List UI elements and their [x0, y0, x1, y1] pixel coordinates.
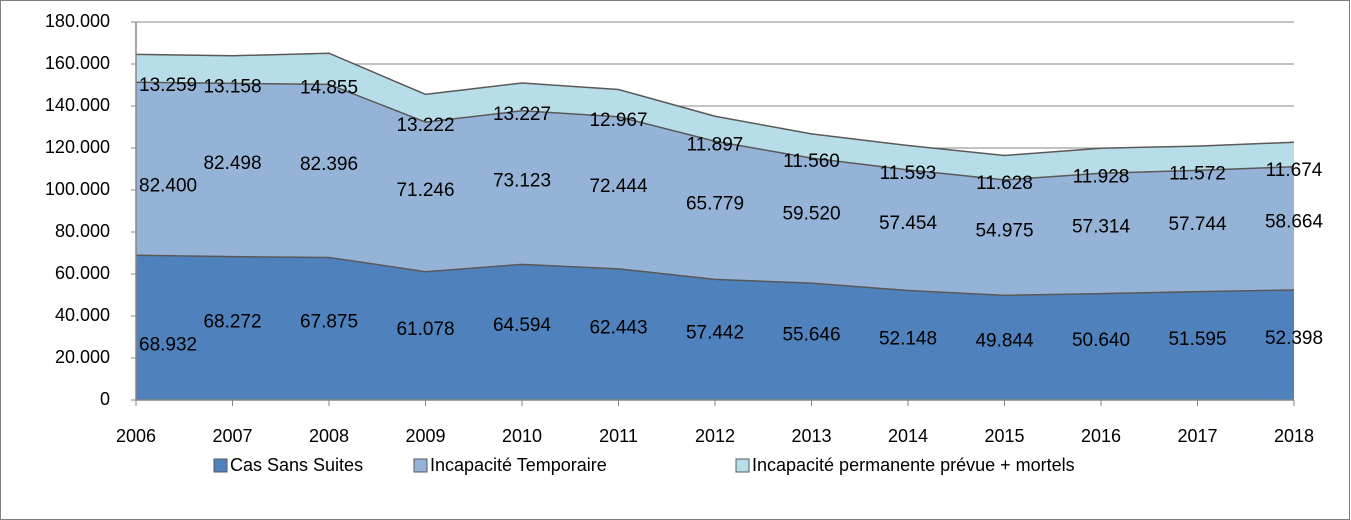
data-label: 49.844 — [975, 331, 1034, 352]
data-label: 57.314 — [1072, 216, 1131, 237]
y-tick-label: 80.000 — [55, 221, 110, 241]
data-label: 54.975 — [975, 221, 1033, 242]
y-tick-label: 120.000 — [45, 137, 110, 157]
data-label: 50.640 — [1072, 330, 1130, 351]
legend-label: Incapacité Temporaire — [430, 455, 607, 475]
x-tick-label: 2011 — [599, 426, 638, 446]
y-tick-label: 100.000 — [45, 179, 110, 199]
data-label: 67.875 — [300, 312, 358, 333]
data-label: 11.897 — [687, 134, 744, 155]
data-label: 11.928 — [1073, 166, 1130, 187]
data-label: 13.158 — [203, 76, 261, 97]
x-tick-label: 2018 — [1274, 426, 1314, 446]
y-tick-label: 180.000 — [45, 11, 110, 31]
data-label: 55.646 — [782, 325, 840, 346]
data-label: 52.398 — [1265, 328, 1323, 349]
x-tick-label: 2009 — [405, 426, 445, 446]
y-tick-label: 0 — [100, 389, 110, 409]
data-label: 11.628 — [976, 173, 1033, 194]
x-tick-label: 2006 — [116, 426, 156, 446]
data-label: 13.222 — [396, 115, 454, 136]
data-label: 62.443 — [589, 317, 647, 338]
x-tick-label: 2008 — [309, 426, 349, 446]
data-label: 13.227 — [493, 104, 551, 125]
y-tick-label: 20.000 — [55, 347, 110, 367]
data-label: 61.078 — [396, 319, 454, 340]
data-label: 68.932 — [139, 335, 197, 356]
data-label: 57.442 — [686, 323, 744, 344]
x-tick-label: 2010 — [502, 426, 542, 446]
data-label: 11.572 — [1169, 163, 1226, 184]
x-tick-label: 2012 — [695, 426, 735, 446]
x-tick-label: 2015 — [984, 426, 1024, 446]
y-tick-label: 60.000 — [55, 263, 110, 283]
x-tick-label: 2007 — [212, 426, 252, 446]
data-label: 58.664 — [1265, 211, 1324, 232]
data-label: 57.454 — [879, 213, 938, 234]
area-edge — [135, 52, 1295, 157]
y-tick-label: 140.000 — [45, 95, 110, 115]
data-label: 82.498 — [203, 153, 261, 174]
data-label: 13.259 — [139, 75, 197, 96]
data-label: 51.595 — [1168, 329, 1226, 350]
y-tick-label: 160.000 — [45, 53, 110, 73]
area — [136, 82, 1294, 296]
data-label: 64.594 — [493, 315, 552, 336]
legend-swatch — [413, 458, 428, 473]
area-edge — [135, 81, 1295, 181]
data-label: 14.855 — [300, 77, 358, 98]
data-label: 82.400 — [139, 176, 197, 197]
area-edge — [135, 254, 1295, 297]
x-tick-label: 2014 — [888, 426, 928, 446]
data-label: 68.272 — [203, 311, 261, 332]
legend-label: Incapacité permanente prévue + mortels — [752, 455, 1075, 475]
y-tick-label: 40.000 — [55, 305, 110, 325]
data-label: 71.246 — [396, 180, 454, 201]
legend-swatch — [213, 458, 228, 473]
x-tick-label: 2017 — [1177, 426, 1217, 446]
data-label: 72.444 — [589, 176, 648, 197]
data-label: 82.396 — [300, 154, 358, 175]
data-label: 11.560 — [783, 151, 840, 172]
data-label: 11.593 — [880, 163, 937, 184]
data-label: 65.779 — [686, 193, 744, 214]
area — [136, 255, 1294, 400]
x-tick-label: 2016 — [1081, 426, 1121, 446]
legend-label: Cas Sans Suites — [230, 455, 363, 475]
data-label: 59.520 — [782, 204, 840, 225]
legend-swatch — [735, 458, 750, 473]
x-tick-label: 2013 — [791, 426, 831, 446]
data-label: 11.674 — [1266, 160, 1323, 181]
data-label: 52.148 — [879, 328, 937, 349]
data-label: 12.967 — [589, 110, 647, 131]
data-label: 73.123 — [493, 171, 551, 192]
data-label: 57.744 — [1168, 214, 1227, 235]
